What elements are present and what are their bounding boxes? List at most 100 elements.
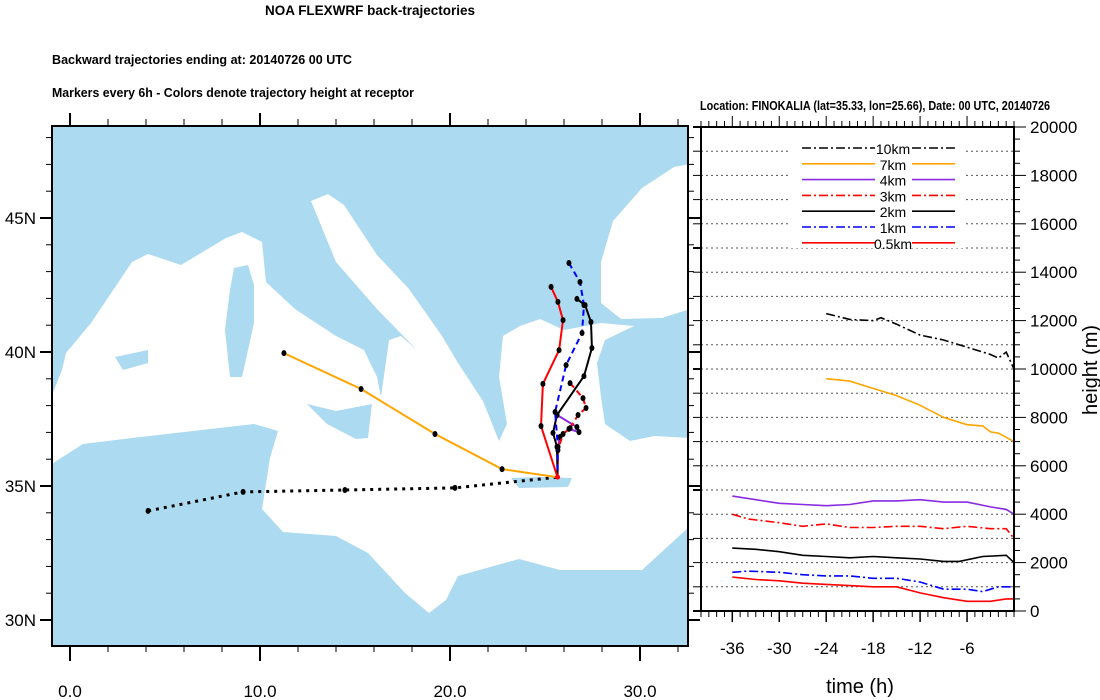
trajectory-marker (576, 429, 582, 436)
trajectory-marker (145, 507, 151, 514)
trajectory-marker (589, 344, 595, 351)
trajectory-marker (452, 484, 458, 491)
trajectory-marker (588, 318, 594, 325)
legend-label: 2km (880, 204, 906, 220)
legend-item-0.5km: 0.5km (802, 236, 955, 252)
time-tick-label: -6 (959, 639, 974, 658)
trajectory-marker (583, 405, 589, 412)
trajectory-0.5km (538, 283, 566, 478)
legend-item-3km: 3km (802, 188, 955, 204)
island-sicily (307, 404, 372, 439)
trajectory-10km (145, 475, 558, 514)
legend-label: 4km (880, 173, 906, 189)
trajectory-marker (577, 279, 583, 286)
x-axis-label: time (h) (826, 676, 894, 698)
legend-item-1km: 1km (802, 220, 955, 236)
trajectory-marker (560, 317, 566, 324)
lon-tick-label: 0.0 (58, 682, 82, 700)
legend-label: 0.5km (874, 236, 912, 252)
height-chart-title: Location: FINOKALIA (lat=35.33, lon=25.6… (700, 98, 1050, 113)
lon-tick-label: 30.0 (623, 682, 656, 700)
trajectory-marker (581, 302, 587, 309)
black-sea (601, 164, 688, 319)
lat-tick-label: 45N (5, 209, 36, 228)
trajectory-marker (538, 422, 544, 429)
legend-label: 7km (880, 157, 906, 173)
height-tick-label: 16000 (1030, 215, 1077, 234)
height-tick-label: 10000 (1030, 360, 1077, 379)
trajectory-marker (555, 443, 561, 450)
height-tick-label: 12000 (1030, 312, 1077, 331)
receptor-marker (555, 474, 561, 480)
trajectory-marker (358, 385, 364, 392)
trajectory-marker (567, 380, 573, 387)
trajectory-marker (240, 488, 246, 495)
trajectory-marker (567, 425, 573, 432)
height-tick-label: 14000 (1030, 263, 1077, 282)
island-crete (511, 477, 572, 488)
trajectory-line (147, 475, 558, 513)
trajectory-marker (555, 298, 561, 305)
trajectory-marker (574, 295, 580, 302)
legend-label: 1km (880, 220, 906, 236)
trajectory-marker (580, 395, 586, 402)
legend-item-7km: 7km (802, 157, 955, 173)
trajectories (145, 260, 595, 514)
trajectory-marker (579, 329, 585, 336)
trajectory-marker (552, 409, 558, 416)
trajectory-marker (556, 347, 562, 354)
trajectory-line (554, 262, 586, 478)
time-tick-label: -24 (814, 639, 839, 658)
height-tick-label: 4000 (1030, 505, 1068, 524)
y-axis-label: height (m) (1080, 325, 1100, 415)
legend-background (790, 140, 965, 248)
height-tick-label: 8000 (1030, 408, 1068, 427)
legend-item-2km: 2km (802, 204, 955, 220)
legend-item-10km: 10km (802, 141, 955, 157)
lat-tick-label: 35N (5, 477, 36, 496)
height-series-3km (732, 513, 1015, 539)
mediterranean-sea (52, 194, 688, 613)
height-chart: Location: FINOKALIA (lat=35.33, lon=25.6… (693, 98, 1100, 698)
time-tick-label: -12 (908, 639, 933, 658)
legend-item-4km: 4km (802, 173, 955, 189)
island-balearic (115, 350, 148, 370)
time-tick-label: -18 (861, 639, 886, 658)
lon-tick-label: 10.0 (243, 682, 276, 700)
trajectory-7km (281, 350, 558, 479)
height-series-7km (826, 377, 1015, 443)
trajectory-marker (342, 487, 348, 494)
trajectory-marker (281, 350, 287, 357)
trajectory-marker (548, 283, 554, 290)
trajectory-marker (432, 431, 438, 438)
height-series-2km (732, 547, 1015, 564)
height-series-0.5km (732, 576, 1014, 603)
trajectory-1km (552, 260, 587, 478)
legend-label: 10km (876, 141, 910, 157)
trajectory-marker (560, 431, 566, 438)
height-series-4km (732, 495, 1015, 515)
subtitle-markers: Markers every 6h - Colors denote traject… (52, 85, 414, 100)
time-tick-label: -30 (767, 639, 792, 658)
height-axes: -36 -30 -24 -18 -12 -6 0 2000 4000 6000 8000 10000 1… (693, 116, 1077, 658)
lon-tick-label: 20.0 (433, 682, 466, 700)
map-frame (51, 125, 689, 647)
island-sardinia-corsica (225, 265, 254, 377)
height-tick-label: 6000 (1030, 457, 1068, 476)
height-series-10km (826, 312, 1015, 370)
legend-label: 3km (880, 188, 906, 204)
trajectory-marker (550, 429, 556, 436)
lat-tick-label: 30N (5, 611, 36, 630)
height-tick-label: 2000 (1030, 554, 1068, 573)
height-tick-label: 20000 (1030, 118, 1077, 137)
figure-title: NOA FLEXWRF back-trajectories (265, 2, 475, 18)
trajectory-map: 0.0 10.0 20.0 30.0 30N 35N 40N 45N (5, 113, 700, 700)
trajectory-marker (574, 424, 580, 431)
trajectory-marker (581, 373, 587, 380)
trajectory-marker (540, 380, 546, 387)
lat-tick-label: 40N (5, 343, 36, 362)
map-axes: 0.0 10.0 20.0 30.0 30N 35N 40N 45N (5, 113, 700, 700)
subtitle-ending: Backward trajectories ending at: 2014072… (52, 52, 353, 67)
trajectory-marker (575, 411, 581, 418)
